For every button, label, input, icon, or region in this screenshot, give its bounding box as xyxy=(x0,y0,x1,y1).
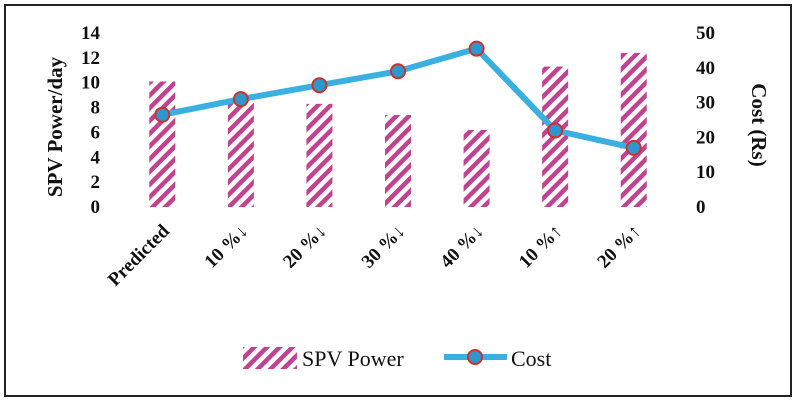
left-axis-title: SPV Power/day xyxy=(43,56,67,197)
right-tick-label: 50 xyxy=(696,23,715,44)
left-tick-label: 2 xyxy=(91,172,101,193)
left-tick-label: 10 xyxy=(81,73,100,94)
legend-spv-power-swatch xyxy=(243,347,297,369)
cost-line-series xyxy=(154,40,642,156)
legend-cost-label: Cost xyxy=(511,346,551,371)
left-tick-label: 14 xyxy=(81,23,101,44)
category-label: 20 %↑ xyxy=(593,221,645,273)
category-label: 40 %↓ xyxy=(436,221,488,273)
spv-power-bars xyxy=(149,52,647,208)
cost-point xyxy=(311,77,328,94)
category-label: 30 %↓ xyxy=(358,221,410,273)
cost-point xyxy=(625,139,642,156)
left-tick-label: 8 xyxy=(91,98,101,119)
cost-point xyxy=(154,106,171,123)
right-tick-label: 20 xyxy=(696,127,715,148)
right-tick-label: 0 xyxy=(696,197,706,218)
cost-point xyxy=(547,122,564,139)
left-tick-label: 4 xyxy=(91,147,101,168)
right-tick-label: 10 xyxy=(696,162,715,183)
cost-point xyxy=(232,91,249,108)
legend-spv-power-label: SPV Power xyxy=(302,346,404,371)
legend: SPV Power Cost xyxy=(243,346,551,371)
spv-power-bar xyxy=(227,98,254,207)
spv-power-bar xyxy=(306,103,333,207)
right-axis-ticks: 0 10 20 30 40 50 xyxy=(696,23,715,218)
category-label: 10 %↑ xyxy=(515,221,567,273)
spv-power-bar xyxy=(620,52,647,208)
right-tick-label: 30 xyxy=(696,93,715,114)
cost-point xyxy=(390,63,406,80)
spv-power-bar xyxy=(385,115,411,207)
spv-power-bar xyxy=(149,81,176,207)
category-label: 20 %↓ xyxy=(279,221,331,273)
left-tick-label: 0 xyxy=(91,197,101,218)
spv-power-bar xyxy=(463,129,490,207)
category-label: Predicted xyxy=(104,220,174,290)
category-label: 10 %↓ xyxy=(201,221,253,273)
left-tick-label: 6 xyxy=(91,122,101,143)
cost-point xyxy=(468,40,485,57)
category-labels: Predicted 10 %↓ 20 %↓ 30 %↓ 40 %↓ 10 %↑ 20 %↑ xyxy=(104,220,645,290)
right-tick-label: 40 xyxy=(696,58,715,79)
left-tick-label: 12 xyxy=(81,48,100,69)
left-axis-ticks: 0 2 4 6 8 10 12 14 xyxy=(81,23,101,218)
right-axis-title: Cost (Rs) xyxy=(747,83,771,166)
legend-cost-marker xyxy=(467,349,483,365)
